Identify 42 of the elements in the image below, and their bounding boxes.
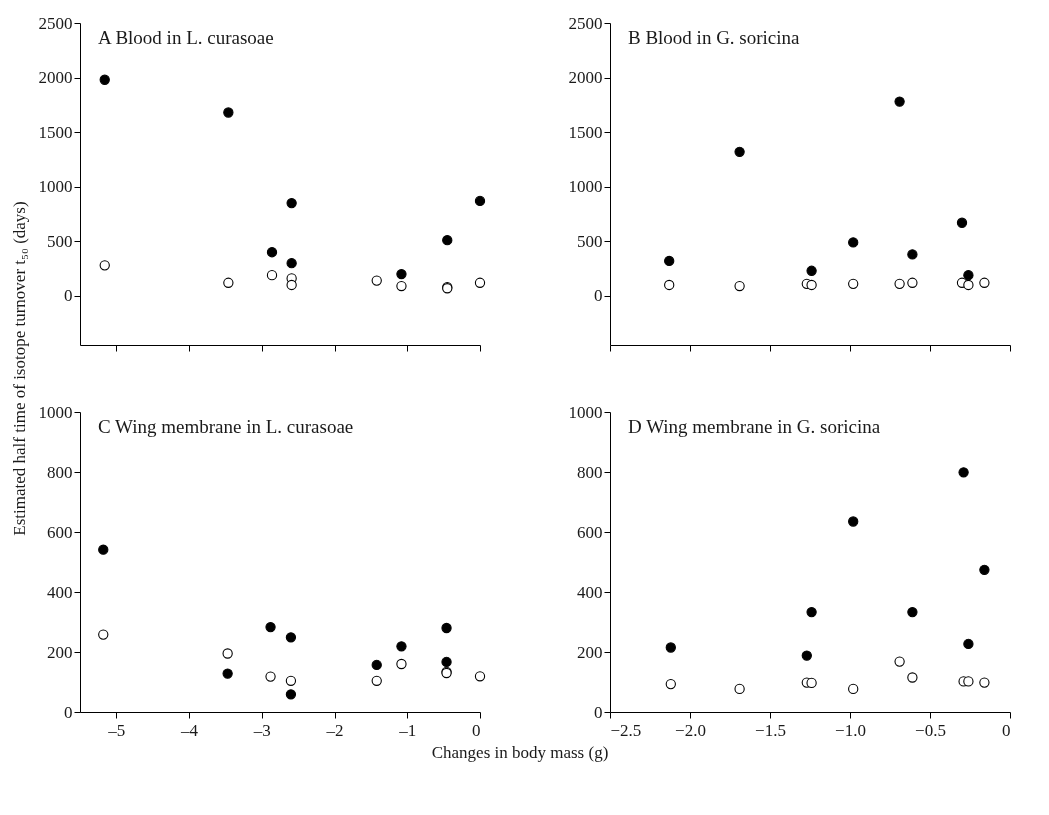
y-tick-label: 200 (47, 642, 73, 662)
x-tick-label: 0 (472, 720, 481, 740)
y-tick-label: 1500 (568, 122, 603, 142)
y-tick-label: 800 (47, 462, 73, 482)
x-tick-label: −0.5 (915, 720, 946, 740)
x-tick-label: –2 (325, 720, 344, 740)
chart-title: A Blood in L. curasoae (98, 27, 274, 48)
chart-title: D Wing membrane in G. soricina (628, 416, 881, 437)
y-tick-label: 800 (577, 462, 603, 482)
y-tick-label: 1000 (38, 177, 73, 197)
y-tick-label: 1000 (568, 402, 603, 422)
x-tick-label: −1.5 (755, 720, 786, 740)
y-tick-label: 2000 (568, 68, 603, 88)
y-axis-title: Estimated half time of isotope turnover t₅₀ (days) (10, 201, 29, 536)
x-tick-label: −2.0 (675, 720, 706, 740)
y-tick-label: 200 (577, 642, 603, 662)
x-tick-label: −2.5 (610, 720, 642, 740)
y-tick-label: 2500 (568, 13, 603, 33)
y-tick-label: 400 (577, 582, 603, 602)
x-axis-title: Changes in body mass (g) (431, 743, 609, 762)
y-tick-label: 600 (577, 522, 603, 542)
y-tick-label: 400 (47, 582, 73, 602)
y-tick-label: 1000 (568, 177, 603, 197)
x-tick-label: –4 (180, 720, 199, 740)
chart-title: B Blood in G. soricina (628, 27, 801, 48)
y-tick-label: 500 (577, 231, 603, 251)
x-tick-label: −1.0 (835, 720, 866, 740)
y-tick-label: 0 (64, 702, 73, 722)
x-tick-label: 0 (1002, 720, 1011, 740)
y-tick-label: 0 (594, 702, 603, 722)
y-tick-label: 2000 (38, 68, 73, 88)
x-tick-label: –5 (107, 720, 126, 740)
y-tick-label: 2500 (38, 13, 73, 33)
y-tick-label: 0 (64, 286, 73, 306)
y-tick-label: 500 (47, 231, 73, 251)
y-tick-label: 0 (594, 286, 603, 306)
y-tick-label: 1000 (38, 402, 73, 422)
y-tick-label: 600 (47, 522, 73, 542)
x-tick-label: –1 (398, 720, 417, 740)
y-tick-label: 1500 (38, 122, 73, 142)
x-tick-label: –3 (252, 720, 271, 740)
chart-title: C Wing membrane in L. curasoae (98, 416, 354, 437)
